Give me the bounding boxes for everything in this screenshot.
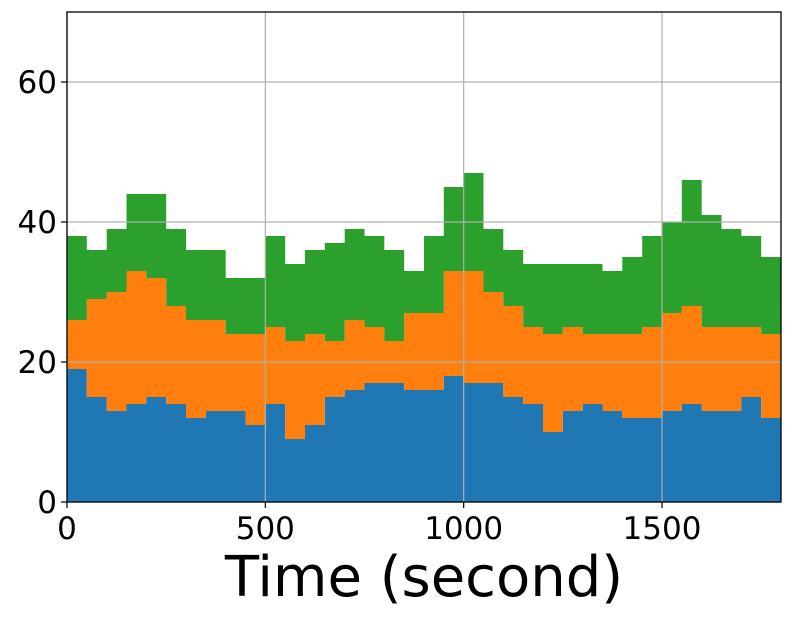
y-tick-label: 60 [18,65,57,101]
area-series-2 [67,271,781,439]
x-tick-label: 1000 [424,511,503,547]
x-tick-label: 0 [57,511,77,547]
x-tick-label: 1500 [623,511,702,547]
area-series-group [67,173,781,502]
x-axis: 0 500 1000 1500 [57,502,701,547]
x-axis-label: Time (second) [224,545,623,610]
y-tick-label: 20 [18,345,57,381]
area-series-1 [67,369,781,502]
area-series-3 [67,173,781,341]
x-tick-label: 500 [236,511,295,547]
plot-frame [66,11,782,503]
y-tick-label: 0 [37,485,57,521]
y-axis: 0 20 40 60 [18,65,67,521]
y-tick-label: 40 [18,205,57,241]
